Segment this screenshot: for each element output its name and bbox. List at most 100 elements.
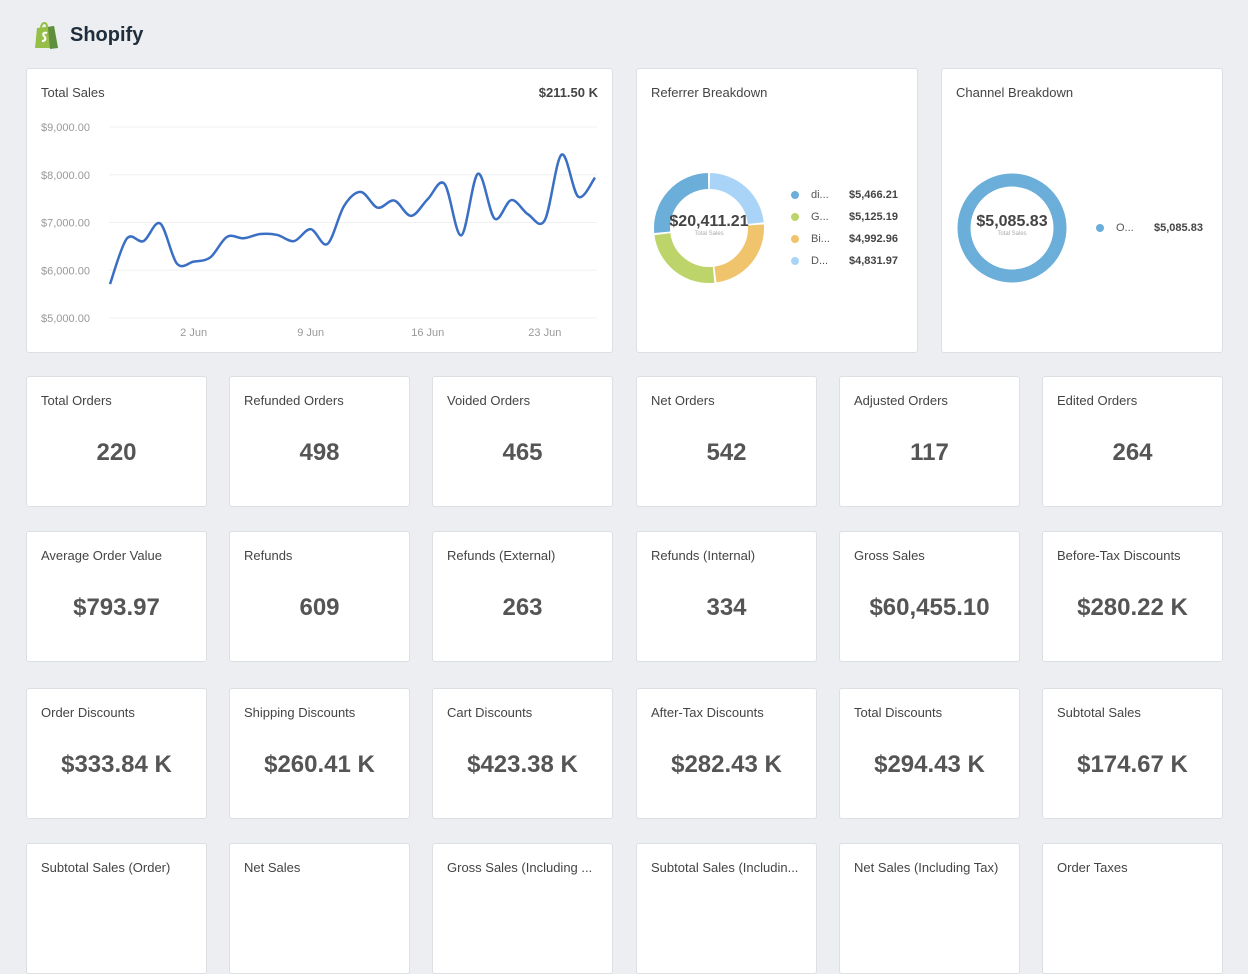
legend-item: di...$5,466.21 bbox=[791, 189, 898, 201]
shopify-bag-icon bbox=[32, 20, 60, 50]
y-tick-label: $5,000.00 bbox=[41, 313, 90, 325]
y-tick-label: $9,000.00 bbox=[41, 122, 90, 134]
metric-card: Total Discounts$294.43 K bbox=[839, 688, 1020, 819]
donut-center: $5,085.83 Total Sales bbox=[952, 213, 1072, 237]
metric-card: Average Order Value $793.97 bbox=[26, 531, 207, 662]
legend-item: O...$5,085.83 bbox=[1096, 222, 1203, 234]
donut-label: Total Sales bbox=[952, 231, 1072, 237]
metric-label: Refunds bbox=[244, 548, 399, 563]
app-header: Shopify bbox=[32, 20, 143, 50]
legend-label: D... bbox=[811, 255, 849, 267]
metric-value: 498 bbox=[230, 439, 409, 467]
metric-label: Subtotal Sales bbox=[1057, 705, 1212, 720]
legend-value: $4,831.97 bbox=[849, 255, 898, 267]
y-tick-label: $8,000.00 bbox=[41, 170, 90, 182]
donut-label: Total Sales bbox=[649, 231, 769, 237]
app-title: Shopify bbox=[70, 24, 143, 47]
legend-label: O... bbox=[1116, 222, 1154, 234]
metric-label: Refunded Orders bbox=[244, 393, 399, 408]
metric-card: Cart Discounts$423.38 K bbox=[432, 688, 613, 819]
metric-label: Cart Discounts bbox=[447, 705, 602, 720]
metric-label: Edited Orders bbox=[1057, 393, 1212, 408]
metric-card: Refunds 609 bbox=[229, 531, 410, 662]
channel-breakdown-card: Channel Breakdown $5,085.83 Total Sales … bbox=[941, 68, 1223, 353]
metric-card: Total Orders 220 bbox=[26, 376, 207, 507]
legend-dot bbox=[791, 235, 799, 243]
donut-slice[interactable] bbox=[662, 234, 713, 275]
metric-card: Net Sales bbox=[229, 843, 410, 974]
x-tick-label: 23 Jun bbox=[528, 327, 561, 339]
metric-value: 220 bbox=[27, 439, 206, 467]
total-sales-card: Total Sales $211.50 K $9,000.00$8,000.00… bbox=[26, 68, 613, 353]
legend-dot bbox=[791, 213, 799, 221]
metric-label: Voided Orders bbox=[447, 393, 602, 408]
metric-value: 263 bbox=[433, 594, 612, 622]
x-tick-label: 2 Jun bbox=[180, 327, 207, 339]
referrer-breakdown-card: Referrer Breakdown $20,411.21 Total Sale… bbox=[636, 68, 918, 353]
metric-value: 609 bbox=[230, 594, 409, 622]
legend-dot bbox=[1096, 224, 1104, 232]
x-tick-label: 16 Jun bbox=[411, 327, 444, 339]
metric-value: $793.97 bbox=[27, 594, 206, 622]
metric-value: $280.22 K bbox=[1043, 594, 1222, 622]
sales-line bbox=[110, 154, 595, 284]
metric-value: 264 bbox=[1043, 439, 1222, 467]
card-title: Channel Breakdown bbox=[956, 85, 1212, 100]
metric-card: Order Discounts $333.84 K bbox=[26, 688, 207, 819]
legend-item: G...$5,125.19 bbox=[791, 211, 898, 223]
metric-card: Shipping Discounts $260.41 K bbox=[229, 688, 410, 819]
metric-value: $60,455.10 bbox=[840, 594, 1019, 622]
y-tick-label: $6,000.00 bbox=[41, 265, 90, 277]
legend-value: $5,125.19 bbox=[849, 211, 898, 223]
legend-dot bbox=[791, 257, 799, 265]
metric-label: Average Order Value bbox=[41, 548, 196, 563]
legend-item: D...$4,831.97 bbox=[791, 255, 898, 267]
donut-total: $5,085.83 bbox=[952, 213, 1072, 231]
metric-value: 465 bbox=[433, 439, 612, 467]
metric-value: $260.41 K bbox=[230, 751, 409, 779]
metric-label: Before-Tax Discounts bbox=[1057, 548, 1212, 563]
metric-label: Subtotal Sales (Order) bbox=[41, 860, 196, 875]
metric-card: Gross Sales $60,455.10 bbox=[839, 531, 1020, 662]
metric-card: Adjusted Orders 117 bbox=[839, 376, 1020, 507]
metric-card: Gross Sales (Including ... bbox=[432, 843, 613, 974]
metric-value: $174.67 K bbox=[1043, 751, 1222, 779]
metric-label: Subtotal Sales (Includin... bbox=[651, 860, 806, 875]
metric-card: Edited Orders 264 bbox=[1042, 376, 1223, 507]
metric-label: Order Taxes bbox=[1057, 860, 1212, 875]
metric-card: Subtotal Sales (Order) bbox=[26, 843, 207, 974]
metric-label: Adjusted Orders bbox=[854, 393, 1009, 408]
metric-value: $333.84 K bbox=[27, 751, 206, 779]
metric-label: Total Orders bbox=[41, 393, 196, 408]
legend-label: G... bbox=[811, 211, 849, 223]
legend-dot bbox=[791, 191, 799, 199]
metric-card: Net Sales (Including Tax) bbox=[839, 843, 1020, 974]
metric-label: Net Sales (Including Tax) bbox=[854, 860, 1009, 875]
metric-card: Order Taxes bbox=[1042, 843, 1223, 974]
metric-label: Refunds (Internal) bbox=[651, 548, 806, 563]
total-sales-line-chart: $9,000.00 $8,000.00 $7,000.00 $6,000.00 $5,0… bbox=[27, 69, 614, 354]
metric-card: After-Tax Discounts$282.43 K bbox=[636, 688, 817, 819]
metric-value: 117 bbox=[840, 439, 1019, 467]
metric-card: Subtotal Sales (Includin... bbox=[636, 843, 817, 974]
y-tick-label: $7,000.00 bbox=[41, 218, 90, 230]
legend-label: di... bbox=[811, 189, 849, 201]
metric-label: Gross Sales bbox=[854, 548, 1009, 563]
legend-label: Bi... bbox=[811, 233, 849, 245]
metric-card: Refunded Orders 498 bbox=[229, 376, 410, 507]
metric-card: Net Orders 542 bbox=[636, 376, 817, 507]
legend-value: $4,992.96 bbox=[849, 233, 898, 245]
metric-label: Order Discounts bbox=[41, 705, 196, 720]
metric-card: Voided Orders 465 bbox=[432, 376, 613, 507]
donut-center: $20,411.21 Total Sales bbox=[649, 213, 769, 237]
metric-card: Subtotal Sales $174.67 K bbox=[1042, 688, 1223, 819]
legend-value: $5,085.83 bbox=[1154, 222, 1203, 234]
metric-value: 542 bbox=[637, 439, 816, 467]
metric-label: Total Discounts bbox=[854, 705, 1009, 720]
metric-label: Refunds (External) bbox=[447, 548, 602, 563]
metric-label: Net Orders bbox=[651, 393, 806, 408]
metric-value: $282.43 K bbox=[637, 751, 816, 779]
metric-card: Refunds (Internal)334 bbox=[636, 531, 817, 662]
legend-value: $5,466.21 bbox=[849, 189, 898, 201]
metric-label: Shipping Discounts bbox=[244, 705, 399, 720]
